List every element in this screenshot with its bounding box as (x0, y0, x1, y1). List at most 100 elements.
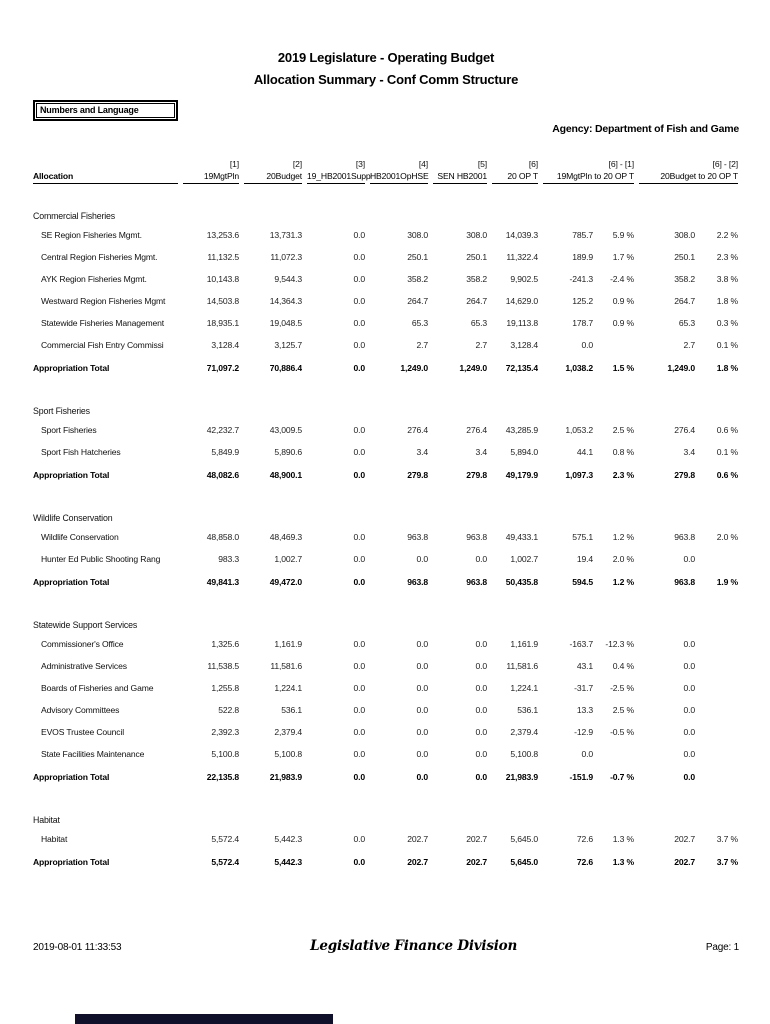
total-value-cell: 279.8 (466, 470, 487, 481)
value-cell: 0.0 (353, 683, 366, 694)
total-value-cell: 279.8 (674, 470, 695, 481)
table-row: Sport Fisheries 42,232.7 43,009.5 0.0 276.4 2… (33, 419, 739, 441)
value-cell: 0.0 (683, 683, 696, 694)
value-cell: 3,128.4 (510, 340, 538, 351)
value-cell: 2,379.4 (274, 727, 302, 738)
value-cell: 1.7 % (612, 252, 634, 263)
value-cell: 2,392.3 (211, 727, 239, 738)
column-header: 20Budget to 20 OP T (639, 171, 738, 185)
value-cell: 2.7 (475, 340, 488, 351)
value-cell: 19.4 (576, 554, 593, 565)
total-value-cell: 1,249.0 (459, 363, 487, 374)
value-cell: 0.0 (683, 554, 696, 565)
value-cell: 125.2 (572, 296, 593, 307)
value-cell: 42,232.7 (206, 425, 239, 436)
value-cell: 276.4 (407, 425, 428, 436)
table-row: Central Region Fisheries Mgmt. 11,132.5 11… (33, 246, 739, 268)
table-row: Advisory Committees 522.8 536.1 0.0 0.0 0.0 53… (33, 699, 739, 721)
total-value-cell: 279.8 (407, 470, 428, 481)
allocation-name: EVOS Trustee Council (41, 727, 124, 738)
total-value-cell: 48,900.1 (269, 470, 302, 481)
bottom-dark-bar (75, 1014, 333, 1024)
column-header-allocation: Allocation (33, 171, 178, 185)
value-cell: 5.9 % (612, 230, 634, 241)
table-header-row: Allocation 19MgtPln 20Budget 19_HB2001Supp H… (33, 171, 739, 185)
value-cell: 178.7 (572, 318, 593, 329)
value-cell: 0.0 (416, 661, 429, 672)
value-cell: 11,072.3 (270, 252, 302, 263)
total-value-cell: 202.7 (407, 857, 428, 868)
allocation-name: Advisory Committees (41, 705, 120, 716)
total-value-cell: 1,097.3 (565, 470, 593, 481)
value-cell: 11,322.4 (506, 252, 538, 263)
allocation-name: Commercial Fish Entry Commissi (41, 340, 164, 351)
value-cell: 575.1 (572, 532, 593, 543)
value-cell: 0.0 (353, 554, 366, 565)
value-cell: 0.0 (416, 705, 429, 716)
value-cell: 0.0 (353, 447, 366, 458)
value-cell: 0.0 (353, 318, 366, 329)
value-cell: 202.7 (674, 834, 695, 845)
value-cell (700, 558, 738, 570)
total-value-cell: 0.0 (416, 772, 429, 783)
value-cell: 0.0 (475, 639, 488, 650)
value-cell (700, 687, 738, 699)
value-cell: 0.0 (353, 727, 366, 738)
allocation-name: Habitat (41, 834, 68, 845)
value-cell: -31.7 (574, 683, 593, 694)
value-cell: 13.3 (576, 705, 593, 716)
value-cell: 9,902.5 (510, 274, 538, 285)
total-value-cell: 1.2 % (612, 577, 634, 588)
footer-division: Legislative Finance Division (310, 938, 518, 954)
footer-timestamp: 2019-08-01 11:33:53 (33, 942, 122, 953)
value-cell: 3,125.7 (274, 340, 302, 351)
value-cell: -0.5 % (610, 727, 634, 738)
value-cell: -12.9 (574, 727, 593, 738)
value-cell: 1,161.9 (274, 639, 302, 650)
total-value-cell: 1.9 % (716, 577, 738, 588)
column-ref: [6] - [1] (608, 159, 635, 169)
total-value-cell: 0.0 (353, 857, 366, 868)
value-cell: 49,433.1 (505, 532, 538, 543)
report-title-line2: Allocation Summary - Conf Comm Structure (253, 72, 519, 87)
value-cell: 0.0 (475, 683, 488, 694)
allocation-name: Commissioner's Office (41, 639, 124, 650)
value-cell: 65.3 (470, 318, 487, 329)
value-cell: -163.7 (569, 639, 593, 650)
column-header: 20Budget (244, 171, 302, 185)
section-header: Habitat (33, 815, 60, 826)
total-value-cell: 0.0 (683, 772, 696, 783)
total-value-cell: 0.0 (475, 772, 488, 783)
value-cell: 0.0 (581, 749, 594, 760)
column-header: 20 OP T (492, 171, 538, 185)
total-value-cell: 49,841.3 (206, 577, 239, 588)
column-ref: [6] - [2] (712, 159, 739, 169)
value-cell: 202.7 (466, 834, 487, 845)
section-header: Commercial Fisheries (33, 211, 116, 222)
value-cell (598, 344, 634, 356)
total-value-cell: 0.0 (353, 577, 366, 588)
value-cell: 14,039.3 (505, 230, 538, 241)
value-cell: 0.0 (353, 296, 366, 307)
total-value-cell: 594.5 (572, 577, 593, 588)
appropriation-total-row: Appropriation Total 48,082.6 48,900.1 0.0 27… (33, 463, 739, 486)
value-cell: 43,285.9 (505, 425, 538, 436)
value-cell: 358.2 (407, 274, 428, 285)
page-footer: 2019-08-01 11:33:53 Legislative Finance … (33, 938, 739, 954)
value-cell: 276.4 (466, 425, 487, 436)
value-cell: 250.1 (407, 252, 428, 263)
allocation-name: Wildlife Conservation (41, 532, 119, 543)
table-row: Habitat 5,572.4 5,442.3 0.0 202.7 202.7 5,645.… (33, 828, 739, 850)
value-cell: -12.3 % (605, 639, 634, 650)
value-cell: 963.8 (407, 532, 428, 543)
value-cell: 48,469.3 (269, 532, 302, 543)
value-cell: 0.1 % (716, 340, 738, 351)
appropriation-total-row: Appropriation Total 22,135.8 21,983.9 0.0 0.… (33, 765, 739, 788)
value-cell: 43.1 (576, 661, 593, 672)
value-cell: 0.0 (353, 252, 366, 263)
value-cell: 189.9 (572, 252, 593, 263)
value-cell: -2.5 % (610, 683, 634, 694)
value-cell: 1,161.9 (510, 639, 538, 650)
footer-page-number: Page: 1 (705, 942, 739, 953)
appropriation-total-label: Appropriation Total (33, 772, 110, 783)
